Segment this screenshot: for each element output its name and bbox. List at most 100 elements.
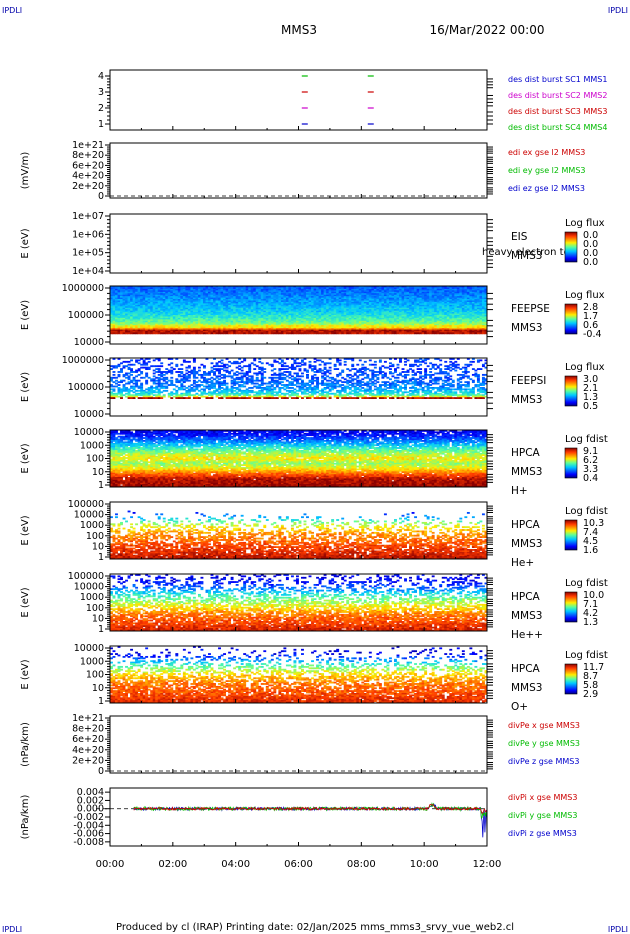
spectrogram-cell	[374, 332, 377, 334]
spectrogram-cell	[439, 332, 442, 334]
spectrogram-cell	[339, 332, 342, 334]
panel-burst: 4321des dist burst SC1 MMS1des dist burs…	[98, 70, 607, 132]
spectrogram-cell	[402, 332, 405, 334]
spectrogram-cell	[273, 332, 276, 334]
spectrogram-cell	[354, 332, 357, 334]
spectrogram-cell	[193, 332, 196, 334]
spectrogram-cell	[407, 332, 410, 334]
spectrogram-cell	[165, 332, 168, 334]
spectrogram-cell	[301, 332, 304, 334]
spectrogram-cell	[359, 332, 362, 334]
spectrogram-cell	[324, 332, 327, 334]
spectrogram-cell	[386, 332, 389, 334]
spectrogram-cell	[256, 332, 259, 334]
spectrogram-cell	[427, 332, 430, 334]
spectrogram-cell	[251, 332, 254, 334]
spectrogram-cell	[391, 332, 394, 334]
spectrogram-cell	[216, 332, 219, 334]
spectrogram-cell	[208, 332, 211, 334]
spectrogram-cell	[113, 332, 116, 334]
y-axis-label: (mV/m)	[20, 152, 31, 190]
colorbar-title: Log flux	[565, 218, 605, 229]
spectrogram-cell	[432, 332, 435, 334]
spectrogram-cell	[293, 332, 296, 334]
spectrogram-cell	[175, 332, 178, 334]
spectrogram-cell	[321, 332, 324, 334]
spectrogram-cell	[125, 332, 128, 334]
spectrogram-cell	[183, 332, 186, 334]
corner-label-top-right: IPDLI	[608, 6, 628, 15]
spectrogram-cell	[140, 332, 143, 334]
spectrogram-cell	[371, 332, 374, 334]
spectrogram-cell	[417, 332, 420, 334]
y-tick-label: 1e+06	[72, 229, 104, 240]
spectrogram-cell	[258, 332, 261, 334]
spectrogram-cell	[309, 332, 312, 334]
spectrogram-cell	[163, 332, 166, 334]
spectrogram-cell	[118, 332, 121, 334]
spectrogram-cell	[266, 332, 269, 334]
spectrogram-cell	[394, 332, 397, 334]
spectrogram-cell	[268, 332, 271, 334]
spectrogram-cell	[437, 332, 440, 334]
spectrogram-cell	[434, 332, 437, 334]
spectrogram-cell	[314, 332, 317, 334]
spectrogram-cell	[452, 332, 455, 334]
spectrogram-cell	[238, 332, 241, 334]
spectrogram-cell	[341, 332, 344, 334]
spectrogram-cell	[243, 332, 246, 334]
legend-entry: des dist burst SC4 MMS4	[508, 123, 607, 132]
spectrogram-cell	[442, 332, 445, 334]
y-tick-label: 1e+07	[72, 211, 104, 222]
spectrogram-cell	[185, 332, 188, 334]
spectrogram-cell	[246, 332, 249, 334]
spectrogram-cell	[148, 332, 151, 334]
spectrogram-cell	[351, 332, 354, 334]
spectrogram-cell	[299, 332, 302, 334]
spectrogram-cell	[467, 332, 470, 334]
y-tick-label: 0	[98, 191, 104, 202]
spectrogram-cell	[366, 332, 369, 334]
plot-title: MMS3	[281, 23, 317, 37]
spectrogram-cell	[286, 332, 289, 334]
spectrogram-cell	[389, 332, 392, 334]
colorbar-tick-label: 0.0	[583, 257, 598, 268]
spectrogram-cell	[334, 332, 337, 334]
spectrogram-cell	[419, 332, 422, 334]
overlay-label: heavy electron to	[482, 247, 570, 258]
spectrogram-cell	[404, 332, 407, 334]
legend-entry: edi ey gse l2 MMS3	[508, 166, 586, 175]
spectrogram-cell	[336, 332, 339, 334]
spectrogram-cell	[133, 332, 136, 334]
spectrogram-cell	[253, 332, 256, 334]
instrument-label: EIS	[511, 231, 528, 243]
spectrogram-cell	[248, 332, 251, 334]
spectrogram-cell	[306, 332, 309, 334]
legend-entry: des dist burst SC3 MMS3	[508, 107, 607, 116]
legend-entry: edi ex gse l2 MMS3	[508, 148, 585, 157]
spectrogram-cell	[195, 332, 198, 334]
spectrogram-cell	[218, 332, 221, 334]
spectrogram-cell	[459, 332, 462, 334]
spectrogram-cell	[344, 332, 347, 334]
spectrogram-cell	[412, 332, 415, 334]
spectrogram-cell	[331, 332, 334, 334]
spectrogram-cell	[349, 332, 352, 334]
panel-frame	[110, 143, 487, 198]
spectrogram-cell	[158, 332, 161, 334]
spectrogram-cell	[241, 332, 244, 334]
spectrogram-cell	[211, 332, 214, 334]
spectrogram-cell	[444, 332, 447, 334]
spectrogram-cell	[188, 332, 191, 334]
spectrogram-cell	[346, 332, 349, 334]
y-tick-label: 1e+04	[72, 266, 104, 277]
spectrogram-cell	[276, 332, 279, 334]
spectrogram-cell	[120, 332, 123, 334]
legend-entry: des dist burst SC1 MMS1	[508, 75, 607, 84]
spectrogram-cell	[138, 332, 141, 334]
